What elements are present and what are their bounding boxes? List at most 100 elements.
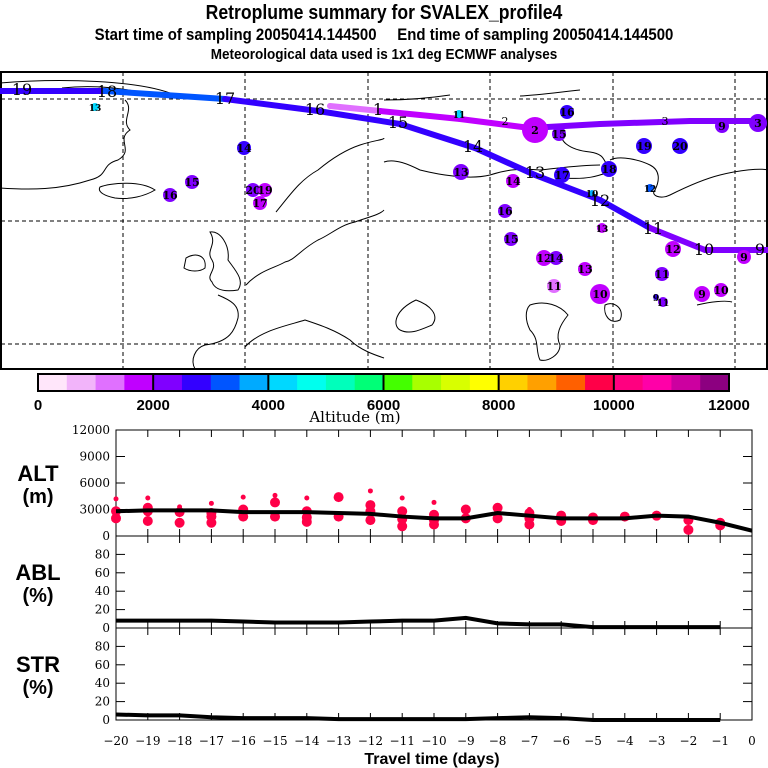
x-tick-label: −6: [552, 734, 570, 748]
cluster-dot: [737, 250, 751, 264]
main-track-label: 19: [12, 80, 32, 99]
cluster-label: 18: [601, 163, 617, 176]
cluster-label: 9: [653, 294, 659, 304]
cluster-marker: 12: [536, 250, 552, 266]
cluster-marker: 10: [590, 284, 610, 304]
colorbar-tick-label: 6000: [367, 397, 400, 414]
coastlines: [0, 80, 768, 370]
cluster-dot: [554, 167, 570, 183]
cluster-marker: 16: [162, 188, 178, 202]
y-tick-label: 20: [95, 603, 110, 617]
x-tick-label: −15: [262, 734, 287, 748]
colorbar-swatch: [95, 374, 125, 391]
main-track-label: 11: [643, 219, 663, 238]
cluster-marker: 11: [657, 297, 670, 309]
cluster-dot: [453, 164, 469, 180]
main-track-segment: [397, 121, 478, 151]
altitude-scatter-point: [111, 513, 121, 524]
y-tick-label: 80: [95, 547, 110, 561]
cluster-dot: [694, 286, 710, 302]
russia-north-coast: [383, 160, 601, 178]
main-track-label: 9: [755, 240, 765, 259]
main-track-label: 15: [388, 113, 408, 132]
cluster-dot: [547, 279, 561, 293]
cluster-label: 13: [89, 104, 102, 114]
cluster-dot: [522, 117, 548, 143]
upper-track-segment: [327, 103, 383, 114]
colorbar-swatch: [210, 374, 241, 391]
upper-track-label: 1: [373, 100, 383, 119]
cluster-marker: 11: [453, 110, 465, 121]
cluster-marker: 13: [453, 164, 469, 180]
upper-track-segment: [597, 118, 693, 127]
main-track-segment: [532, 172, 603, 203]
met-data-label: Meteorological data used is 1x1 deg ECMW…: [210, 46, 558, 63]
scandinavia-coast: [275, 137, 385, 213]
panel-yunit: (m): [22, 486, 53, 508]
x-tick-label: −5: [584, 734, 602, 748]
colorbar-swatch: [297, 374, 327, 391]
panel-frame: [115, 535, 753, 629]
alt-panel: 0 3000 6000 9000 12000 ALT(m): [17, 423, 753, 543]
cluster-marker: 9: [715, 119, 729, 133]
cluster-dot: [498, 204, 512, 218]
main-track-label: 13: [525, 163, 545, 182]
cluster-dot: [536, 250, 552, 266]
altitude-scatter-point: [397, 521, 408, 532]
colorbar-swatch: [527, 374, 557, 391]
cluster-marker: 15: [503, 232, 519, 246]
end-time-label: End time of sampling 20050414.144500: [397, 25, 674, 44]
x-tick-label: −12: [358, 734, 383, 748]
colorbar-swatch: [671, 374, 701, 391]
x-tick-label: −20: [103, 734, 128, 748]
y-tick-label: 40: [95, 676, 110, 690]
cluster-marker: 10: [586, 190, 598, 200]
altitude-scatter-point: [429, 519, 439, 530]
colorbar-swatch: [124, 374, 154, 391]
main-track-label: 12: [590, 191, 610, 210]
x-tick-label: −7: [521, 734, 539, 748]
cluster-label: 16: [497, 205, 513, 218]
x-tick-label: −14: [294, 734, 320, 748]
cluster-dot: [185, 175, 199, 189]
cluster-dot: [749, 114, 767, 132]
cluster-label: 12: [665, 243, 680, 256]
cluster-dot: [237, 141, 251, 155]
cluster-label: 10: [713, 284, 729, 297]
cluster-label: 20: [245, 184, 261, 197]
altitude-scatter-point: [206, 517, 217, 528]
main-track-label: 10: [694, 240, 714, 259]
arctic-islands: [383, 89, 581, 101]
upper-track-segment: [457, 116, 533, 131]
x-tick-label: 0: [748, 734, 756, 748]
y-tick-label: 0: [102, 529, 110, 543]
cluster-label: 14: [505, 175, 521, 188]
y-tick-label: 40: [95, 584, 110, 598]
europe-north-coast: [245, 209, 385, 286]
y-tick-label: 80: [95, 639, 110, 653]
cluster-label: 11: [657, 299, 670, 309]
x-tick-label: −2: [680, 734, 698, 748]
x-tick-label: −4: [616, 734, 634, 748]
colorbar-tick-label: 12000: [708, 397, 750, 414]
cluster-dot: [597, 223, 607, 233]
cluster-dot: [636, 138, 652, 154]
cluster-marker: 10: [713, 283, 729, 297]
cluster-marker: 11: [546, 279, 562, 293]
cluster-marker: 20: [245, 183, 261, 197]
cluster-label: 17: [252, 197, 267, 210]
altitude-scatter-point: [397, 506, 408, 517]
cluster-label: 10: [592, 288, 608, 301]
cluster-marker: 16: [559, 105, 575, 119]
x-tick-label: −3: [648, 734, 666, 748]
colorbar-swatch: [239, 374, 269, 391]
altitude-scatter-point: [304, 495, 310, 501]
cluster-marker: 20: [672, 138, 688, 154]
colorbar-swatch: [66, 374, 97, 391]
cluster-label: 13: [577, 263, 592, 276]
cluster-label: 17: [554, 169, 569, 182]
main-track-segment: [102, 88, 228, 102]
cluster-dot: [601, 161, 617, 177]
altitude-scatter-point: [240, 494, 246, 500]
panel-frame: [115, 627, 753, 721]
